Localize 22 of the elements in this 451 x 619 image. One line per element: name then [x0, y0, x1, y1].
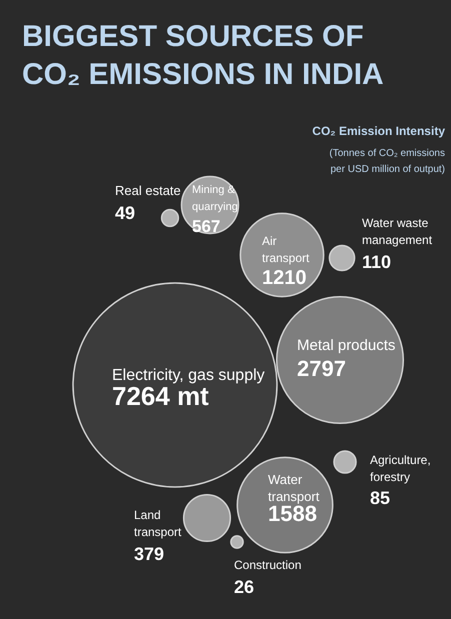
category-label: Air transport: [262, 234, 310, 265]
data-label: 110: [362, 252, 392, 272]
category-label: Land transport: [134, 508, 182, 539]
data-label: 567: [192, 217, 220, 236]
data-label: 2797: [297, 356, 346, 381]
data-label: 26: [234, 577, 254, 597]
category-label: Water transport: [268, 472, 320, 504]
category-label: Mining & quarrying: [192, 184, 238, 213]
category-label: Construction: [234, 558, 302, 572]
data-label: 49: [115, 203, 136, 223]
data-label: 379: [134, 544, 164, 564]
data-label: 85: [370, 488, 390, 508]
category-label: Electricity, gas supply: [112, 367, 265, 384]
text: BIGGEST SOURCES OF CO₂ EMISSIONS IN INDIA: [22, 20, 384, 91]
data-label: 1210: [262, 267, 306, 289]
category-label: Metal products: [297, 337, 396, 354]
category-label: Water waste management: [362, 216, 433, 247]
category-label: Agriculture, forestry: [370, 453, 431, 484]
legend-title: CO₂ Emission Intensity: [312, 124, 446, 138]
data-label: 1588: [268, 501, 317, 526]
text: (Tonnes of CO₂ emissions per USD million of output): [329, 148, 445, 175]
category-label: Real estate: [115, 183, 181, 198]
